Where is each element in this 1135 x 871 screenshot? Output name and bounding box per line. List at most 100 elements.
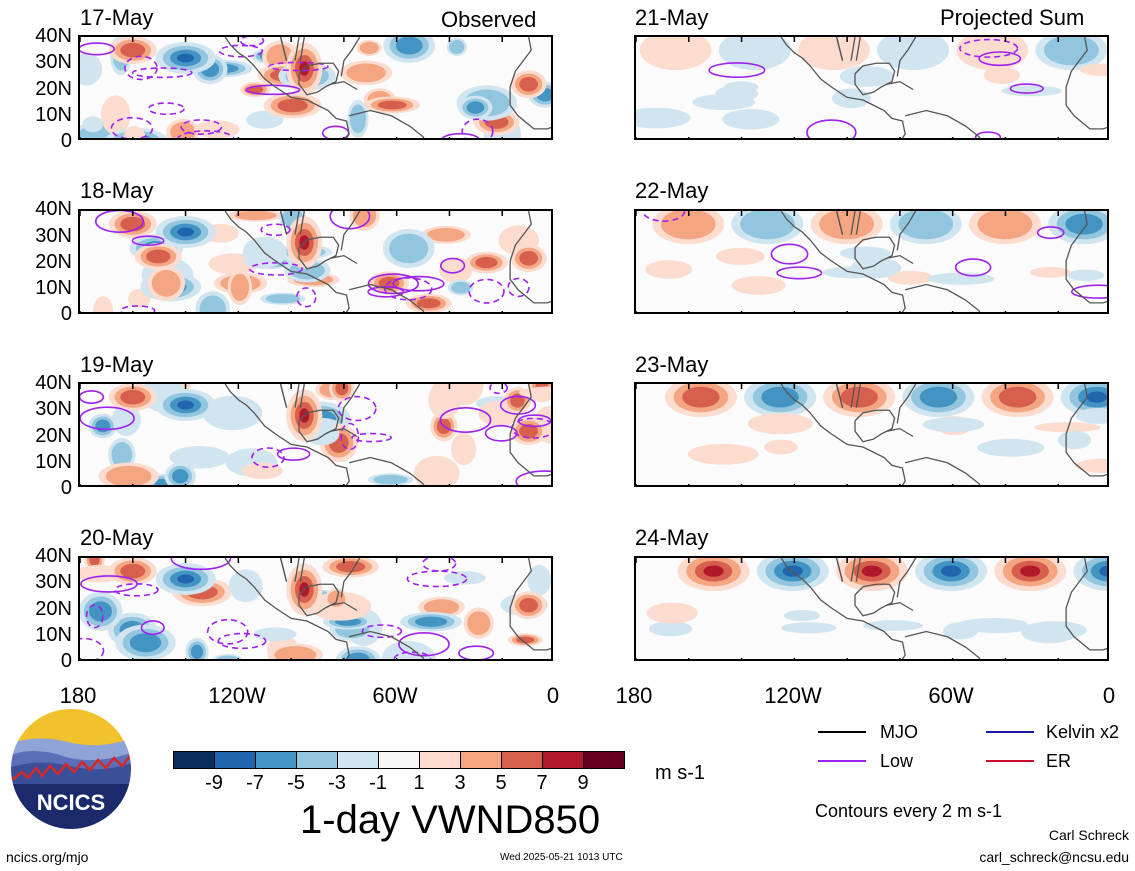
x-tick-label: 0 (1102, 683, 1116, 708)
anomaly-shading (190, 644, 204, 659)
contour-note: Contours every 2 m s-1 (815, 801, 1003, 821)
y-tick-label: 0 (60, 650, 72, 672)
map-panel-21-may (634, 35, 1109, 140)
y-tick-label: 0 (60, 303, 72, 325)
colorbar-label: -9 (205, 772, 223, 794)
anomaly-shading (1044, 37, 1099, 66)
anomaly-shading (266, 44, 294, 69)
logo-text: NCICS (37, 790, 105, 815)
map-field-17-may (80, 37, 551, 138)
panel-date-18-may: 18-May (80, 178, 154, 203)
anomaly-shading (416, 298, 441, 309)
panel-date-21-may: 21-May (635, 5, 709, 30)
map-panel-18-may (78, 209, 553, 314)
anomaly-shading (715, 247, 765, 265)
anomaly-shading (919, 386, 958, 408)
colorbar-units: m s-1 (655, 762, 705, 784)
anomaly-shading (335, 561, 366, 573)
y-tick-label: 20N (35, 251, 72, 273)
axis-ticks (80, 211, 503, 312)
axis-ticks (80, 558, 503, 659)
map-field-18-may (80, 211, 551, 312)
colorbar-swatch (214, 751, 256, 769)
axis-ticks (636, 384, 1059, 485)
low-contours (80, 558, 495, 659)
anomaly-shading (648, 621, 693, 637)
anomaly-shading (887, 270, 934, 285)
anomaly-shading (1099, 565, 1107, 577)
anomaly-shading (172, 469, 189, 484)
author-name: Carl Schreck (1048, 827, 1129, 843)
timestamp: Wed 2025-05-21 1013 UTC (500, 852, 623, 863)
y-tick-label: 30N (35, 398, 72, 420)
anomaly-shading (922, 417, 985, 433)
colorbar-label: -5 (287, 772, 305, 794)
y-tick-label: 30N (35, 51, 72, 73)
y-tick-label: 20N (35, 425, 72, 447)
colorbar-swatch (378, 751, 420, 769)
y-tick-label: 0 (60, 130, 72, 152)
anomaly-shading (797, 37, 870, 71)
y-tick-label: 10N (35, 104, 72, 126)
anomaly-shading (1057, 430, 1092, 450)
anomaly-shading (861, 565, 882, 577)
coastline (780, 384, 1107, 485)
anomaly-shading (639, 37, 712, 71)
anomaly-shading (718, 37, 791, 71)
anomaly-shading (389, 233, 429, 264)
x-tick-label: 180 (59, 683, 97, 708)
anomaly-shading (783, 609, 820, 622)
colorbar-label: -1 (369, 772, 387, 794)
anomaly-shading (359, 41, 379, 55)
anomaly-shading (519, 250, 538, 266)
anomaly-shading (764, 439, 798, 455)
anomaly-shading (687, 443, 759, 465)
anomaly-shading (660, 211, 716, 240)
map-field-24-may (636, 558, 1107, 659)
colorbar-swatch (501, 751, 543, 769)
anomaly-shading (451, 432, 477, 466)
colorbar-label: -7 (246, 772, 264, 794)
anomaly-shading (466, 101, 485, 114)
y-tick-label: 20N (35, 78, 72, 100)
author-email: carl_schreck@ncsu.edu (979, 849, 1129, 865)
anomaly-shading (253, 627, 297, 642)
anomaly-shading (151, 269, 181, 297)
anomaly-shading (230, 273, 250, 301)
anomaly-shading (199, 295, 226, 312)
anomaly-shading (335, 384, 349, 396)
panel-date-23-may: 23-May (635, 352, 709, 377)
y-tick-label: 10N (35, 451, 72, 473)
anomaly-shading (373, 474, 408, 485)
figure-title: 1-day VWND850 (300, 798, 601, 842)
map-field-23-may (636, 384, 1107, 485)
y-tick-label: 30N (35, 571, 72, 593)
x-tick-label: 120W (764, 683, 822, 708)
anomaly-shading (722, 109, 780, 130)
anomaly-shading (154, 478, 168, 485)
colorbar-label: 5 (495, 772, 507, 794)
anomaly-shading (1086, 391, 1107, 403)
y-tick-label: 40N (35, 25, 72, 47)
anomaly-shading (451, 281, 471, 294)
map-field-20-may (80, 558, 551, 659)
anomaly-shading (519, 76, 538, 92)
colorbar-swatch (419, 751, 461, 769)
anomaly-shading (177, 227, 194, 237)
anomaly-shading (377, 100, 407, 110)
anomaly-shading (95, 419, 111, 433)
anomaly-shading (265, 294, 301, 304)
anomaly-shading (941, 565, 962, 577)
anomaly-shading (782, 565, 803, 577)
anomaly-shading (120, 216, 146, 232)
anomaly-shading (177, 400, 194, 410)
anomaly-shading (761, 386, 799, 408)
anomaly-shading (781, 622, 837, 634)
anomaly-shading (747, 413, 813, 435)
anomaly-shading (395, 37, 423, 55)
anomaly-shading (146, 249, 171, 264)
anomaly-shading (958, 618, 1028, 630)
anomaly-shading (840, 386, 878, 408)
map-panel-23-may (634, 382, 1109, 487)
map-field-19-may (80, 384, 551, 485)
